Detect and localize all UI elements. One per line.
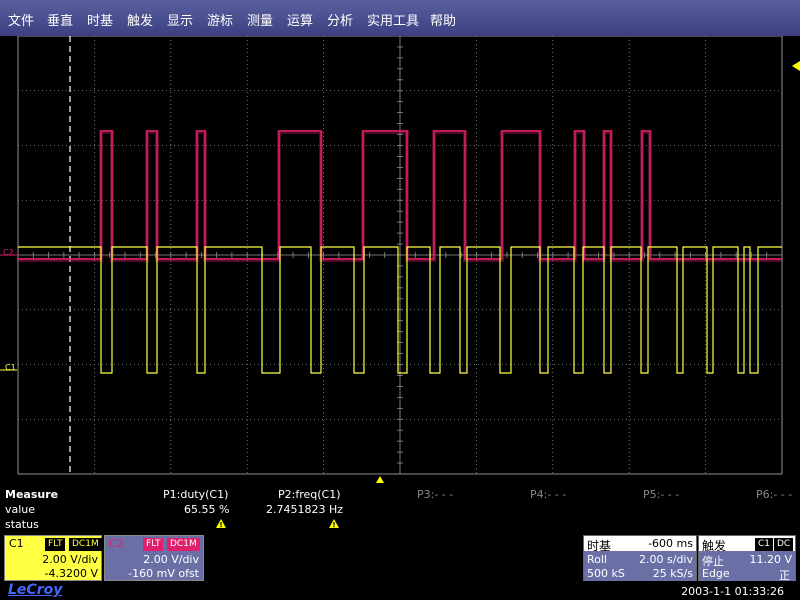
timebase-title: 时基 bbox=[587, 539, 612, 553]
p4-header[interactable]: P4:- - - bbox=[530, 488, 567, 501]
menu-trigger[interactable]: 触发 bbox=[127, 14, 154, 29]
trigger-type: Edge bbox=[702, 567, 730, 580]
trigger-source-tag: C1 bbox=[755, 538, 774, 551]
c2-ground-marker[interactable]: C2 bbox=[3, 248, 14, 257]
timebase-delay: -600 ms bbox=[648, 537, 693, 550]
p2-value: 2.7451823 Hz bbox=[266, 503, 344, 516]
brand-logo: LeCroy bbox=[8, 582, 63, 598]
waveform-display[interactable]: C2 C1 bbox=[0, 36, 800, 486]
c2-channel-box[interactable]: C2 FLT DC1M 2.00 V/div -160 mV ofst bbox=[104, 535, 204, 581]
trigger-coupling-tag: DC bbox=[774, 538, 794, 551]
c1-channel-box[interactable]: C1 FLT DC1M 2.00 V/div -4.3200 V bbox=[4, 535, 102, 581]
c1-trace bbox=[18, 246, 782, 374]
measure-row-value: value bbox=[5, 503, 36, 516]
c2-coupling-tag: DC1M bbox=[167, 538, 200, 551]
datetime: 2003-1-1 01:33:26 bbox=[681, 585, 784, 598]
trigger-level-marker bbox=[792, 61, 800, 71]
footer-bar: LeCroy 2003-1-1 01:33:26 bbox=[0, 582, 800, 600]
graticule bbox=[17, 36, 783, 475]
c2-vdiv: 2.00 V/div bbox=[143, 553, 199, 566]
timebase-rate: 25 kS/s bbox=[652, 567, 693, 580]
trigger-title: 触发 bbox=[702, 539, 727, 553]
menu-vertical[interactable]: 垂直 bbox=[47, 14, 74, 29]
traces bbox=[18, 130, 782, 374]
menu-bar: 文件 垂直 时基 触发 显示 游标 测量 运算 分析 实用工具 帮助 bbox=[0, 0, 800, 36]
p6-header[interactable]: P6:- - - bbox=[756, 488, 793, 501]
measure-panel: Measure value status P1:duty(C1) 65.55 %… bbox=[0, 486, 800, 534]
c1-coupling-tag: DC1M bbox=[69, 538, 102, 551]
c2-trace bbox=[18, 130, 782, 260]
timebase-samples: 500 kS bbox=[587, 567, 625, 580]
p3-header[interactable]: P3:- - - bbox=[417, 488, 454, 501]
trigger-position-marker bbox=[376, 476, 384, 483]
p1-value: 65.55 % bbox=[184, 503, 230, 516]
menu-file[interactable]: 文件 bbox=[8, 14, 35, 29]
c2-trace-noise bbox=[18, 130, 782, 262]
menu-timebase[interactable]: 时基 bbox=[87, 14, 114, 29]
c2-offset: -160 mV ofst bbox=[128, 567, 199, 580]
menu-analysis[interactable]: 分析 bbox=[327, 14, 354, 29]
p2-header[interactable]: P2:freq(C1) bbox=[278, 488, 341, 501]
c1-flt-tag: FLT bbox=[45, 538, 66, 551]
trigger-level: 11.20 V bbox=[749, 553, 792, 566]
c2-flt-tag: FLT bbox=[143, 538, 164, 551]
timebase-tdiv: 2.00 s/div bbox=[639, 553, 693, 566]
timebase-box[interactable]: 时基 -600 ms Roll 2.00 s/div 500 kS 25 kS/… bbox=[583, 535, 697, 581]
c1-ground-marker[interactable]: C1 bbox=[5, 363, 16, 372]
c1-label: C1 bbox=[9, 537, 24, 550]
measure-row-status: status bbox=[5, 518, 39, 531]
c1-vdiv: 2.00 V/div bbox=[42, 553, 98, 566]
menu-utilities[interactable]: 实用工具 bbox=[367, 14, 420, 29]
measure-title: Measure bbox=[5, 488, 59, 501]
waveform-svg bbox=[0, 36, 800, 483]
p5-header[interactable]: P5:- - - bbox=[643, 488, 680, 501]
timebase-mode: Roll bbox=[587, 553, 607, 566]
menu-measure[interactable]: 测量 bbox=[247, 14, 274, 29]
menu-math[interactable]: 运算 bbox=[287, 14, 314, 29]
c2-label: C2 bbox=[109, 537, 124, 550]
p1-warning-icon bbox=[216, 519, 226, 528]
menu-help[interactable]: 帮助 bbox=[430, 14, 457, 29]
c1-offset: -4.3200 V bbox=[44, 567, 98, 580]
menu-cursors[interactable]: 游标 bbox=[207, 14, 234, 29]
trigger-state: 停止 bbox=[702, 555, 724, 568]
p2-warning-icon bbox=[329, 519, 339, 528]
markers bbox=[0, 61, 800, 483]
menu-display[interactable]: 显示 bbox=[167, 14, 194, 29]
trigger-box[interactable]: 触发 C1 DC 停止 11.20 V Edge 正 bbox=[698, 535, 796, 582]
trigger-slope: 正 bbox=[779, 569, 790, 582]
p1-header[interactable]: P1:duty(C1) bbox=[163, 488, 229, 501]
